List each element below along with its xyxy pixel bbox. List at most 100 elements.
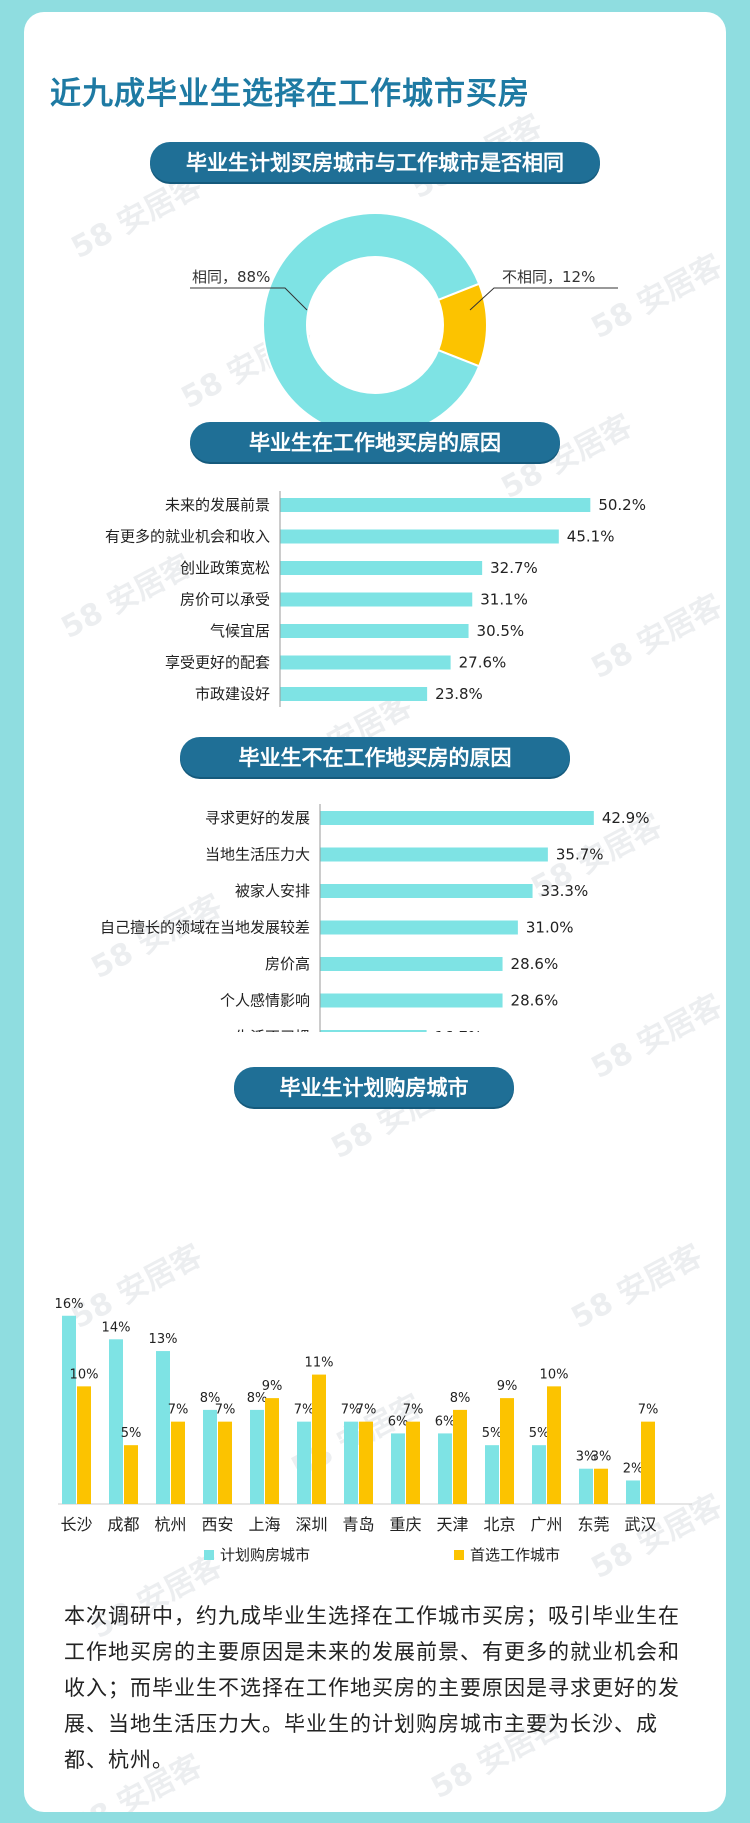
bar-首选工作城市-青岛	[359, 1421, 373, 1504]
legend-swatch-首选工作城市	[454, 1550, 464, 1560]
bar-计划购房城市-青岛	[344, 1421, 358, 1504]
data-label: 14%	[102, 1320, 131, 1335]
pie-slice-不相同	[436, 282, 488, 368]
category-label: 上海	[248, 1515, 280, 1534]
category-label: 长沙	[60, 1515, 92, 1534]
bar-自己擅长的领域在当地发展较差	[320, 920, 518, 935]
value-label: 23.8%	[435, 685, 483, 703]
pie-label-different: 不相同，12%	[502, 268, 595, 286]
category-label: 武汉	[624, 1515, 656, 1534]
data-label: 8%	[200, 1391, 221, 1406]
bar-未来的发展前景	[280, 498, 591, 512]
bar-首选工作城市-天津	[453, 1409, 467, 1504]
bar-个人感情影响	[320, 993, 503, 1008]
category-label: 杭州	[154, 1515, 186, 1534]
data-label: 10%	[540, 1367, 569, 1382]
value-label: 28.6%	[511, 992, 559, 1010]
category-label: 房价高	[265, 955, 310, 973]
value-label: 28.6%	[511, 955, 559, 973]
bar-生活不习惯	[320, 1030, 427, 1032]
value-label: 50.2%	[598, 496, 646, 514]
data-label: 7%	[356, 1403, 377, 1418]
bar-享受更好的配套	[280, 655, 451, 670]
page-title: 近九成毕业生选择在工作城市买房	[50, 76, 530, 112]
data-label: 8%	[450, 1391, 471, 1406]
value-label: 31.1%	[480, 591, 528, 609]
bar-计划购房城市-天津	[438, 1433, 452, 1504]
section-title-not-buy-reasons: 毕业生不在工作地买房的原因	[180, 737, 570, 777]
bar-计划购房城市-东莞	[579, 1468, 593, 1504]
bar-首选工作城市-东莞	[594, 1468, 608, 1504]
value-label: 31.0%	[526, 919, 574, 937]
bar-计划购房城市-长沙	[62, 1315, 76, 1504]
data-label: 3%	[591, 1450, 612, 1465]
category-label: 寻求更好的发展	[205, 809, 310, 827]
value-label: 42.9%	[602, 809, 650, 827]
category-label: 当地生活压力大	[205, 846, 310, 864]
category-label: 生活不习惯	[235, 1028, 310, 1032]
category-label: 个人感情影响	[220, 992, 310, 1010]
category-label: 北京	[483, 1515, 515, 1534]
data-label: 7%	[341, 1403, 362, 1418]
bar-被家人安排	[320, 884, 533, 898]
bar-首选工作城市-北京	[500, 1398, 514, 1504]
summary-text: 本次调研中，约九成毕业生选择在工作城市买房；吸引毕业生在工作地买房的主要原因是未…	[64, 1604, 680, 1772]
bar-首选工作城市-重庆	[406, 1421, 420, 1504]
infographic-card: 58 安居客 58 安居客 58 安居客 58 安居客 58 安居客 58 安居客 58 安…	[24, 12, 726, 1812]
not-buy-reasons-bar-chart: 寻求更好的发展 42.9% 当地生活压力大 35.7% 被家人安排 33.3% 自己擅长的领…	[100, 804, 650, 1032]
category-label: 深圳	[295, 1515, 327, 1534]
category-label: 天津	[436, 1515, 468, 1534]
data-label: 6%	[388, 1414, 409, 1429]
data-label: 9%	[497, 1379, 518, 1394]
bar-计划购房城市-上海	[250, 1409, 264, 1504]
value-label: 27.6%	[459, 654, 507, 672]
legend-swatch-计划购房城市	[204, 1550, 214, 1560]
buy-reasons-bar-chart: 未来的发展前景 50.2% 有更多的就业机会和收入 45.1% 创业政策宽松 32.7% 房…	[105, 491, 646, 707]
bar-首选工作城市-上海	[265, 1398, 279, 1504]
data-label: 10%	[70, 1367, 99, 1382]
bar-首选工作城市-西安	[218, 1421, 232, 1504]
bar-首选工作城市-成都	[124, 1445, 138, 1504]
bar-市政建设好	[280, 687, 428, 701]
data-label: 8%	[247, 1391, 268, 1406]
bar-计划购房城市-广州	[532, 1445, 546, 1504]
data-label: 2%	[623, 1461, 644, 1476]
data-label: 7%	[215, 1403, 236, 1418]
bar-当地生活压力大	[320, 847, 548, 862]
category-label: 气候宜居	[210, 622, 270, 640]
donut-chart: 相同，88% 不相同，12%	[190, 212, 618, 438]
data-label: 5%	[482, 1426, 503, 1441]
data-label: 7%	[168, 1403, 189, 1418]
category-label: 东莞	[577, 1515, 609, 1534]
bar-首选工作城市-杭州	[171, 1421, 185, 1504]
data-label: 16%	[55, 1297, 84, 1312]
category-label: 西安	[201, 1515, 233, 1534]
bar-首选工作城市-深圳	[312, 1374, 326, 1504]
data-label: 5%	[529, 1426, 550, 1441]
value-label: 16.7%	[435, 1028, 483, 1032]
category-label: 广州	[530, 1515, 562, 1534]
leader-line-same	[190, 287, 308, 311]
category-label: 创业政策宽松	[180, 559, 270, 577]
data-label: 6%	[435, 1414, 456, 1429]
category-label: 房价可以承受	[180, 591, 270, 609]
bar-有更多的就业机会和收入	[280, 529, 559, 544]
bar-房价高	[320, 957, 503, 971]
bar-首选工作城市-长沙	[77, 1386, 91, 1504]
plan-cities-bar-chart: 16%10%长沙14%5%成都13%7%杭州8%7%西安8%9%上海7%11%深…	[55, 1297, 692, 1564]
bar-计划购房城市-武汉	[626, 1480, 640, 1504]
value-label: 33.3%	[541, 882, 589, 900]
value-label: 30.5%	[477, 622, 525, 640]
pie-label-same: 相同，88%	[192, 268, 270, 286]
data-label: 7%	[638, 1403, 659, 1418]
bar-计划购房城市-北京	[485, 1445, 499, 1504]
legend-label: 计划购房城市	[220, 1546, 310, 1564]
category-label: 重庆	[389, 1515, 421, 1534]
bar-计划购房城市-重庆	[391, 1433, 405, 1504]
section-title-buy-reasons: 毕业生在工作地买房的原因	[190, 422, 560, 462]
category-label: 被家人安排	[235, 882, 310, 900]
category-label: 未来的发展前景	[165, 496, 270, 514]
value-label: 45.1%	[567, 528, 615, 546]
value-label: 35.7%	[556, 846, 604, 864]
bar-创业政策宽松	[280, 561, 483, 575]
